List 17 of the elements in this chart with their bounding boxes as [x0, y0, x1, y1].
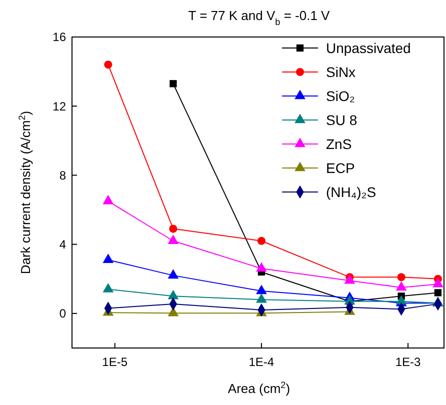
x-axis-title: Area (cm$^{2}$) — [228, 380, 290, 396]
y-tick-label: 16 — [52, 30, 66, 44]
y-tick-label: 4 — [59, 238, 66, 252]
legend-label: ZnS — [326, 136, 352, 152]
legend-label: SU 8 — [326, 112, 358, 128]
chart-title: T = 77 K and V$_{b}$ = -0.1 V — [188, 8, 330, 27]
y-tick-label: 0 — [59, 306, 66, 321]
x-tick-label: 1E-4 — [248, 355, 274, 369]
y-tick-label: 12 — [52, 99, 66, 114]
legend-label: Unpassivated — [326, 40, 411, 56]
x-tick-label: 1E-5 — [102, 355, 128, 369]
legend-label: ECP — [326, 160, 355, 176]
legend-label: (NH₄)₂S — [326, 184, 376, 200]
legend-label: SiO₂ — [326, 88, 355, 104]
x-tick-label: 1E-3 — [395, 355, 422, 369]
legend-label: SiNx — [326, 64, 356, 80]
y-tick-label: 8 — [59, 168, 66, 182]
